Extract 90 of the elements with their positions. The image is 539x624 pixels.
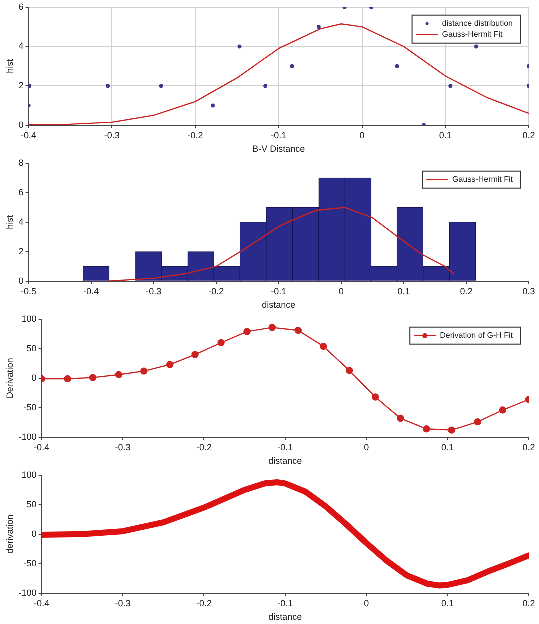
x-tick-label: 0 — [364, 598, 370, 608]
point — [448, 426, 456, 434]
point — [140, 368, 148, 375]
y-axis-title: hist — [4, 58, 15, 74]
legend-label: Gauss-Hermit Fit — [452, 175, 514, 184]
y-tick-label: 0 — [18, 120, 24, 130]
y-tick-label: 0 — [32, 528, 37, 539]
x-tick-label: -0.3 — [104, 130, 120, 140]
y-axis-title: hist — [4, 214, 15, 230]
y-tick-label: 6 — [18, 187, 24, 198]
y-tick-label: -50 — [24, 402, 37, 412]
point — [106, 84, 110, 88]
point — [372, 394, 380, 401]
x-tick-label: -0.3 — [115, 442, 131, 452]
x-axis-title: distance — [262, 300, 296, 310]
y-tick-label: 0 — [32, 372, 37, 383]
point — [423, 426, 430, 433]
x-tick-label: 0.2 — [522, 598, 536, 608]
x-tick-label: -0.2 — [208, 286, 224, 296]
x-tick-label: -0.3 — [146, 286, 162, 296]
x-tick-label: 0 — [364, 442, 370, 452]
point — [244, 328, 251, 336]
x-tick-label: 0.2 — [522, 442, 536, 452]
x-axis-title: distance — [268, 456, 302, 466]
x-tick-label: -0.2 — [196, 442, 212, 452]
point — [28, 84, 32, 88]
x-tick-label: -0.1 — [278, 442, 294, 452]
point — [166, 361, 174, 368]
point — [192, 351, 199, 358]
x-axis-title: distance — [268, 612, 302, 622]
point — [474, 44, 478, 49]
point — [294, 327, 302, 334]
point — [218, 339, 225, 347]
x-tick-label: -0.1 — [271, 130, 287, 140]
x-tick-label: 0 — [360, 130, 365, 140]
point — [238, 44, 242, 49]
y-tick-label: 50 — [26, 499, 37, 510]
x-tick-label: -0.3 — [115, 598, 131, 608]
point — [115, 371, 123, 378]
x-tick-label: 0.1 — [439, 130, 452, 140]
x-tick-label: 0.2 — [522, 130, 536, 140]
point — [346, 367, 354, 374]
point — [159, 84, 164, 88]
point — [474, 418, 482, 426]
y-axis-title: Derivation — [4, 358, 15, 399]
x-tick-label: -0.2 — [188, 130, 204, 140]
x-tick-label: 0.3 — [522, 286, 536, 296]
legend-label: distance distribution — [442, 19, 514, 28]
x-axis-title: B-V Distance — [252, 144, 306, 154]
y-tick-label: 100 — [22, 314, 37, 324]
x-tick-label: 0 — [338, 286, 344, 296]
x-tick-label: -0.5 — [21, 286, 37, 296]
point — [64, 375, 72, 383]
x-tick-label: 0.1 — [442, 598, 454, 608]
x-tick-label: -0.2 — [196, 598, 212, 608]
x-tick-label: -0.4 — [21, 130, 37, 140]
y-tick-label: 0 — [18, 276, 24, 286]
point — [290, 64, 294, 68]
point — [499, 406, 507, 414]
x-tick-label: -0.1 — [278, 598, 294, 608]
y-tick-label: 2 — [18, 246, 24, 256]
y-tick-label: -100 — [18, 432, 37, 442]
y-tick-label: 2 — [18, 80, 24, 91]
point — [395, 64, 400, 68]
x-tick-label: -0.4 — [84, 286, 100, 296]
x-tick-label: 0.1 — [442, 442, 454, 452]
point — [316, 25, 321, 30]
x-tick-label: -0.4 — [34, 598, 50, 608]
y-tick-label: -100 — [18, 588, 37, 598]
y-tick-label: 8 — [18, 158, 24, 168]
y-axis-title: derivation — [4, 514, 15, 554]
x-tick-label: -0.1 — [271, 286, 287, 296]
y-tick-label: -50 — [24, 558, 37, 568]
point — [89, 374, 97, 382]
point — [211, 104, 216, 108]
point — [397, 414, 404, 422]
point — [268, 324, 276, 332]
y-tick-label: 50 — [26, 343, 37, 354]
legend-label: Gauss-Hermit Fit — [442, 30, 504, 40]
x-tick-label: 0.2 — [460, 286, 473, 296]
point — [448, 84, 453, 88]
point — [320, 342, 328, 350]
y-tick-label: 100 — [22, 470, 37, 480]
y-tick-label: 6 — [18, 2, 24, 12]
point — [264, 84, 268, 88]
y-tick-label: 4 — [18, 41, 24, 52]
x-tick-label: -0.4 — [34, 442, 50, 452]
x-tick-label: 0.1 — [398, 286, 410, 296]
y-tick-label: 4 — [18, 216, 24, 227]
legend-label: Derivation of G-H Fit — [440, 331, 514, 340]
